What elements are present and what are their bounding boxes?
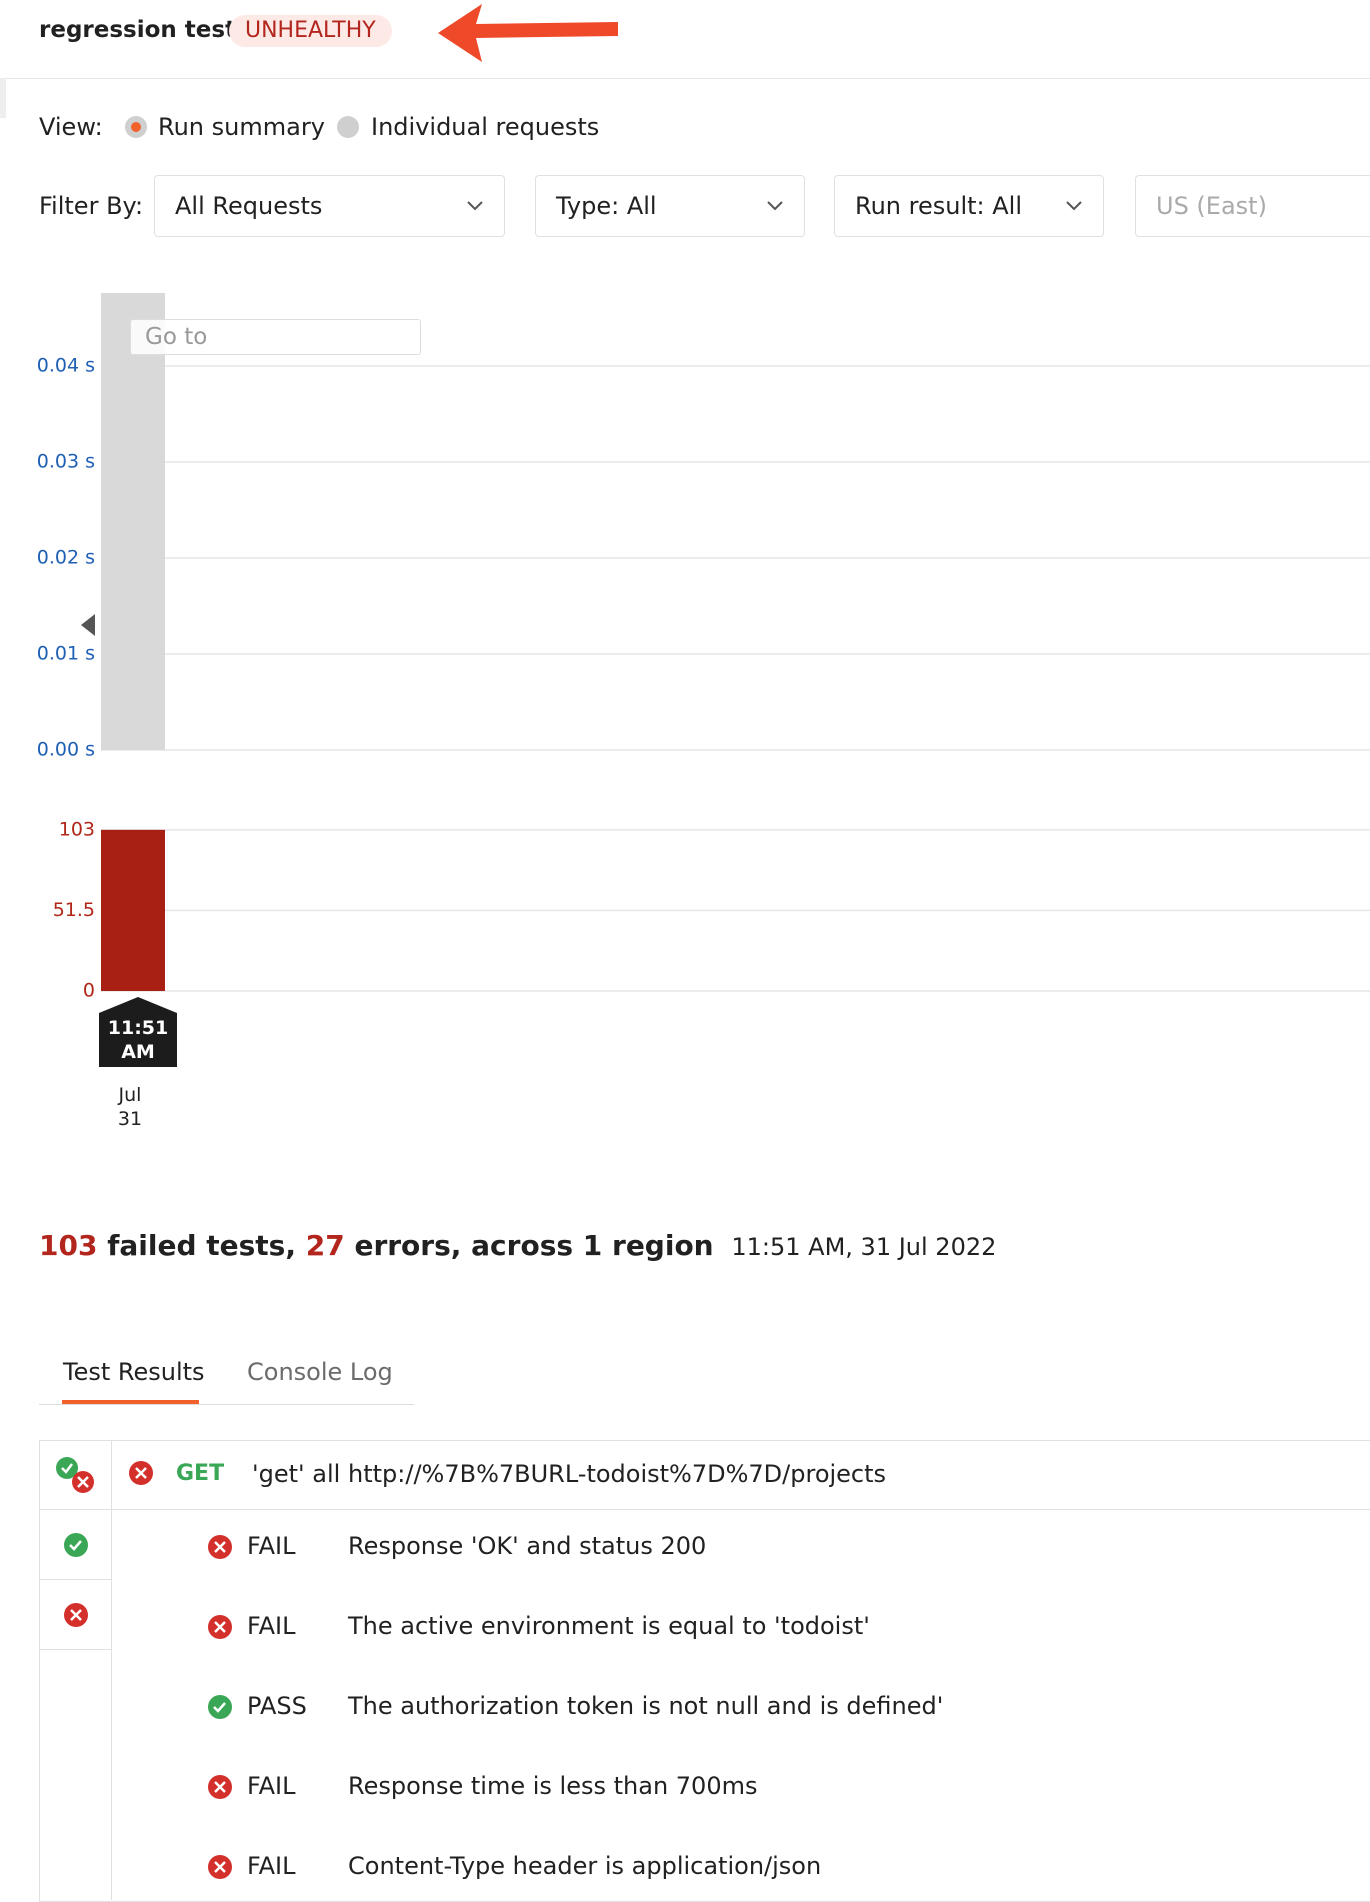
fail-icon (64, 1603, 88, 1627)
y-tick-label: 0.04 s (37, 354, 95, 376)
request-name: 'get' all (252, 1460, 341, 1488)
dropdown-disabled[interactable]: US (East) (1135, 175, 1370, 237)
tab[interactable]: Console Log (247, 1358, 393, 1386)
view-option[interactable]: Individual requests (371, 113, 600, 141)
result-status: FAIL (247, 1612, 296, 1640)
time-badge-shape (99, 997, 177, 1067)
dropdown[interactable]: All Requests (154, 175, 505, 237)
request-url[interactable]: http://%7B%7BURL-todoist%7D%7D/projects (348, 1460, 887, 1488)
fail-icon (207, 1774, 233, 1800)
dropdown-text: US (East) (1156, 192, 1267, 220)
side-edge (0, 78, 6, 118)
summary: 103 failed tests, 27 errors, across 1 re… (39, 1229, 996, 1262)
range-marker (81, 614, 95, 636)
fail-icon (207, 1534, 233, 1560)
errors-count: 27 (305, 1229, 345, 1262)
result-name: The active environment is equal to 'todo… (348, 1612, 870, 1640)
radio[interactable] (337, 116, 359, 138)
tab-active[interactable]: Test Results (63, 1358, 205, 1386)
pass-icon (207, 1694, 233, 1720)
view-label: View: (39, 113, 103, 141)
date-label: Jul 31 (117, 1084, 143, 1130)
result-status: FAIL (247, 1772, 296, 1800)
result-name: The authorization token is not null and … (348, 1692, 944, 1720)
tabs-border (39, 1404, 414, 1405)
filter-label: Filter By: (39, 192, 144, 220)
bar (101, 829, 165, 991)
y-tick-label: 0.00 s (37, 739, 95, 761)
errors-text: errors, across 1 region (354, 1229, 714, 1262)
bar (101, 293, 165, 750)
row-divider (39, 1649, 111, 1650)
goto-input[interactable]: Go to (130, 319, 421, 355)
dropdown-text: Run result: All (855, 192, 1023, 220)
y-tick-label: 0.03 s (37, 450, 95, 472)
header-border (0, 78, 1370, 79)
charts: 0.00 s 0.01 s 0.02 s 0.03 s 0.04 s 0 51.5 103 (37, 293, 1370, 1002)
result-name: Content-Type header is application/json (348, 1852, 822, 1880)
result-name: Response time is less than 700ms (348, 1772, 758, 1800)
mixed-icon (56, 1457, 94, 1493)
failed-count: 103 (39, 1229, 98, 1262)
dropdown[interactable]: Type: All (535, 175, 805, 237)
fail-icon (129, 1461, 153, 1485)
result-status: PASS (247, 1692, 307, 1720)
y-tick-label: 51.5 (53, 899, 95, 921)
pass-icon (64, 1533, 88, 1557)
dropdown[interactable]: Run result: All (834, 175, 1104, 237)
status-badge: UNHEALTHY (229, 15, 392, 47)
tab-underline (62, 1400, 199, 1404)
view-option[interactable]: Run summary (158, 113, 325, 141)
fail-icon (207, 1614, 233, 1640)
dropdown-text: Type: All (556, 192, 657, 220)
y-tick-label: 0.01 s (37, 642, 95, 664)
failed-text: failed tests, (107, 1229, 296, 1262)
x-tick-label: 11:51 AM (107, 1017, 169, 1063)
row-divider (39, 1509, 1370, 1510)
y-tick-label: 103 (59, 818, 95, 840)
radio-selected[interactable] (125, 116, 147, 138)
method: GET (176, 1461, 225, 1486)
result-status: FAIL (247, 1532, 296, 1560)
dropdown-text: All Requests (175, 192, 323, 220)
result-name: Response 'OK' and status 200 (348, 1532, 707, 1560)
column-divider (111, 1440, 112, 1900)
y-tick-label: 0 (83, 980, 95, 1002)
annotation-arrow (438, 4, 618, 62)
header-title: regression test (39, 17, 237, 43)
timestamp: 11:51 AM, 31 Jul 2022 (731, 1233, 997, 1261)
row-divider (39, 1579, 111, 1580)
y-tick-label: 0.02 s (37, 546, 95, 568)
result-status: FAIL (247, 1852, 296, 1880)
fail-icon (207, 1854, 233, 1880)
